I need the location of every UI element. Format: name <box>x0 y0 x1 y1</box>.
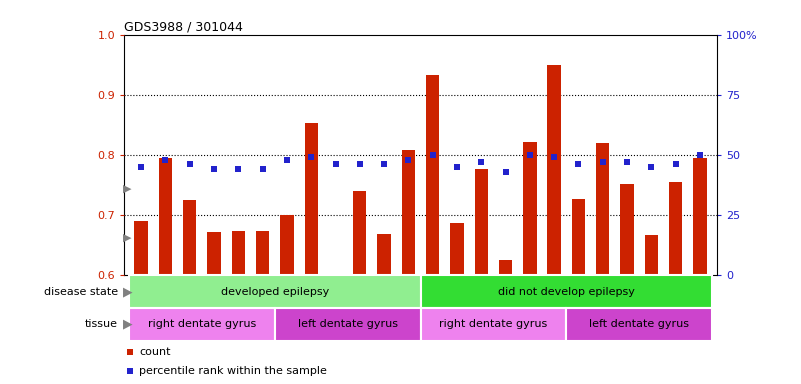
Point <box>621 159 634 165</box>
Bar <box>572 199 585 275</box>
Text: ▶: ▶ <box>123 318 132 331</box>
Bar <box>207 232 221 275</box>
Text: developed epilepsy: developed epilepsy <box>220 286 329 296</box>
Text: ▶: ▶ <box>123 285 132 298</box>
Point <box>135 164 147 170</box>
Point <box>353 161 366 167</box>
Bar <box>645 235 658 275</box>
Text: right dentate gyrus: right dentate gyrus <box>147 319 256 329</box>
Bar <box>401 150 415 275</box>
Point <box>475 159 488 165</box>
Point <box>256 166 269 172</box>
Text: right dentate gyrus: right dentate gyrus <box>439 319 548 329</box>
Point <box>523 152 536 158</box>
Bar <box>596 143 610 275</box>
Point <box>329 161 342 167</box>
Bar <box>129 275 421 308</box>
Text: ▶: ▶ <box>123 183 132 193</box>
Point <box>280 157 293 163</box>
Bar <box>547 65 561 275</box>
Bar <box>353 191 367 275</box>
Bar <box>135 221 148 275</box>
Point <box>378 161 391 167</box>
Bar <box>669 182 682 275</box>
Bar <box>256 231 269 275</box>
Point <box>499 169 512 175</box>
Bar <box>280 215 294 275</box>
Bar <box>421 308 566 341</box>
Point <box>305 154 318 161</box>
Point <box>596 159 609 165</box>
Text: did not develop epilepsy: did not develop epilepsy <box>498 286 634 296</box>
Text: disease state: disease state <box>43 286 118 296</box>
Point <box>183 161 196 167</box>
Bar <box>474 169 488 275</box>
Bar <box>620 184 634 275</box>
Text: ▶: ▶ <box>123 233 132 243</box>
Bar <box>566 308 712 341</box>
Point <box>450 164 463 170</box>
Point <box>645 164 658 170</box>
Text: tissue: tissue <box>85 319 118 329</box>
Point <box>402 157 415 163</box>
Bar <box>183 200 196 275</box>
Text: count: count <box>139 347 171 357</box>
Point <box>207 166 220 172</box>
Text: percentile rank within the sample: percentile rank within the sample <box>139 366 327 376</box>
Bar <box>426 76 440 275</box>
Text: left dentate gyrus: left dentate gyrus <box>590 319 689 329</box>
Point <box>694 152 706 158</box>
Bar <box>499 260 512 275</box>
Point <box>426 152 439 158</box>
Point <box>159 157 172 163</box>
Bar <box>304 123 318 275</box>
Bar <box>129 308 275 341</box>
Bar <box>421 275 712 308</box>
Text: left dentate gyrus: left dentate gyrus <box>298 319 397 329</box>
Text: GDS3988 / 301044: GDS3988 / 301044 <box>124 20 243 33</box>
Bar <box>159 158 172 275</box>
Point <box>232 166 245 172</box>
Point <box>572 161 585 167</box>
Point <box>548 154 561 161</box>
Point <box>123 349 136 355</box>
Bar <box>693 158 706 275</box>
Bar <box>275 308 421 341</box>
Point <box>123 368 136 374</box>
Bar <box>377 234 391 275</box>
Bar <box>450 223 464 275</box>
Bar <box>231 231 245 275</box>
Point <box>669 161 682 167</box>
Bar <box>523 142 537 275</box>
